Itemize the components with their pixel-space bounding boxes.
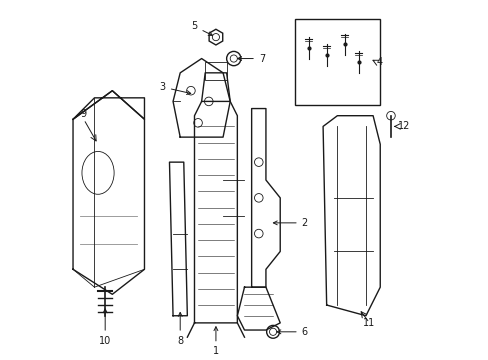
Text: 9: 9 — [81, 109, 87, 119]
Text: 2: 2 — [273, 218, 307, 228]
Text: 1: 1 — [212, 327, 219, 356]
Text: 8: 8 — [177, 312, 183, 346]
Text: 6: 6 — [276, 327, 307, 337]
Text: 7: 7 — [237, 54, 264, 64]
Text: 12: 12 — [397, 121, 409, 131]
Text: 11: 11 — [363, 318, 375, 328]
Bar — [205, 62, 226, 80]
Text: 4: 4 — [376, 57, 382, 67]
Text: 3: 3 — [160, 82, 190, 94]
Text: 10: 10 — [99, 309, 111, 346]
Text: 5: 5 — [191, 21, 212, 35]
